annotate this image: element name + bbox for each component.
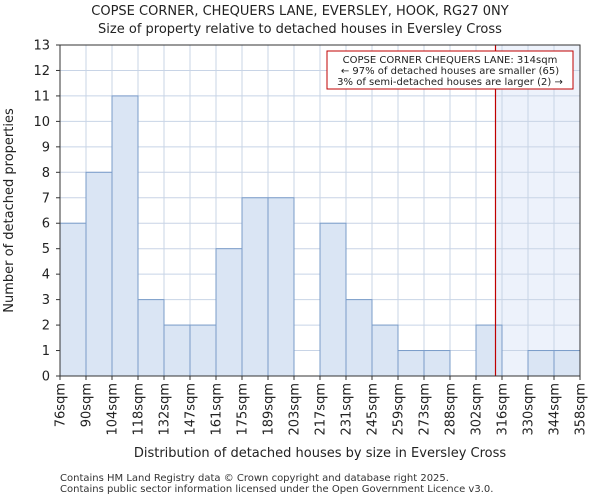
x-tick-label: 330sqm xyxy=(522,383,537,436)
footer-copyright: Contains HM Land Registry data © Crown c… xyxy=(60,473,449,484)
x-tick-label: 259sqm xyxy=(392,383,407,436)
y-tick-label: 9 xyxy=(42,140,50,155)
footer-licence: Contains public sector information licen… xyxy=(60,484,494,495)
bars xyxy=(59,95,581,377)
x-tick-label: 147sqm xyxy=(184,383,199,436)
bar-189sqm xyxy=(267,197,295,377)
bar-175sqm xyxy=(241,197,269,377)
annotation-box: COPSE CORNER CHEQUERS LANE: 314sqm← 97% … xyxy=(326,50,574,90)
x-tick-label: 161sqm xyxy=(210,383,225,436)
y-tick-label: 6 xyxy=(42,217,50,232)
x-tick-label: 175sqm xyxy=(236,383,251,436)
bar-118sqm xyxy=(137,299,165,377)
y-tick-label: 13 xyxy=(33,39,50,54)
y-tick-label: 2 xyxy=(42,319,50,334)
y-tick-label: 11 xyxy=(33,89,50,104)
x-axis-label: Distribution of detached houses by size … xyxy=(134,446,507,461)
bar-231sqm xyxy=(345,299,373,377)
bar-302sqm xyxy=(475,324,503,377)
y-tick-label: 3 xyxy=(42,293,50,308)
annotation-line: 3% of semi-detached houses are larger (2… xyxy=(337,77,563,88)
y-tick-label: 10 xyxy=(33,115,50,130)
bar-132sqm xyxy=(163,324,191,377)
x-tick-label: 231sqm xyxy=(340,383,355,436)
bar-147sqm xyxy=(189,324,217,377)
x-tick-label: 90sqm xyxy=(80,383,95,427)
y-tick-label: 8 xyxy=(42,166,50,181)
x-tick-label: 189sqm xyxy=(262,383,277,436)
bar-76sqm xyxy=(59,222,87,377)
bar-344sqm xyxy=(553,350,581,377)
y-tick-label: 5 xyxy=(42,242,50,257)
bar-161sqm xyxy=(215,248,243,377)
bar-245sqm xyxy=(371,324,399,377)
x-tick-label: 245sqm xyxy=(366,383,381,436)
y-tick-label: 7 xyxy=(42,191,50,206)
bar-104sqm xyxy=(111,95,139,377)
x-tick-label: 132sqm xyxy=(158,383,173,436)
annotation-line: COPSE CORNER CHEQUERS LANE: 314sqm xyxy=(343,55,558,66)
x-tick-label: 203sqm xyxy=(288,383,303,436)
y-tick-label: 0 xyxy=(42,370,50,385)
right-shaded-region xyxy=(495,45,580,376)
x-tick-label: 302sqm xyxy=(470,383,485,436)
x-tick-label: 344sqm xyxy=(548,383,563,436)
bar-217sqm xyxy=(319,222,347,377)
x-tick-label: 288sqm xyxy=(444,383,459,436)
bar-90sqm xyxy=(85,171,113,377)
x-tick-label: 104sqm xyxy=(106,383,121,436)
axes xyxy=(56,44,581,380)
annotation-line: ← 97% of detached houses are smaller (65… xyxy=(341,66,559,77)
x-tick-label: 273sqm xyxy=(418,383,433,436)
y-tick-label: 1 xyxy=(42,344,50,359)
chart-title-line: Size of property relative to detached ho… xyxy=(98,22,502,37)
y-tick-label: 12 xyxy=(33,64,50,79)
x-tick-label: 118sqm xyxy=(132,383,147,436)
x-tick-label: 358sqm xyxy=(574,383,589,436)
y-tick-label: 4 xyxy=(42,268,50,283)
x-tick-label: 217sqm xyxy=(314,383,329,436)
bar-273sqm xyxy=(423,350,451,377)
x-tick-labels: 76sqm 90sqm 104sqm 118sqm 132sqm 147sqm 161sqm… xyxy=(54,383,589,436)
chart-title-line: COPSE CORNER, CHEQUERS LANE, EVERSLEY, H… xyxy=(91,4,508,19)
chart-title: COPSE CORNER, CHEQUERS LANE, EVERSLEY, H… xyxy=(91,4,508,37)
bar-330sqm xyxy=(527,350,555,377)
y-axis-label: Number of detached properties xyxy=(2,108,17,313)
annotation-border xyxy=(326,50,574,90)
x-tick-label: 316sqm xyxy=(496,383,511,436)
x-tick-label: 76sqm xyxy=(54,383,69,427)
bar-259sqm xyxy=(397,350,425,377)
